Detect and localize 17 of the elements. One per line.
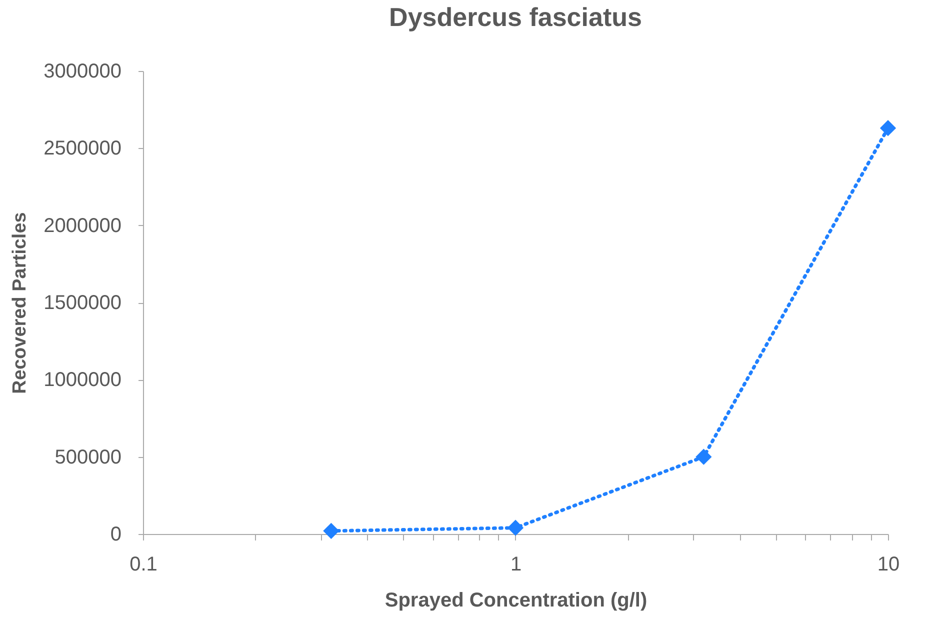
y-tick-label: 500000	[54, 446, 122, 468]
y-tick-label: 2000000	[44, 214, 122, 237]
y-tick-label: 0	[110, 524, 122, 546]
point	[507, 520, 524, 536]
x-tick-label: 0.1	[130, 554, 158, 576]
chart-title: Dysdercus fasciatus	[389, 2, 642, 32]
y-tick-label: 1500000	[44, 292, 122, 314]
point	[696, 448, 712, 465]
x-tick-label: 10	[877, 554, 900, 576]
point	[880, 120, 896, 136]
point	[323, 522, 340, 539]
y-tick-label: 3000000	[44, 60, 122, 82]
y-tick-label: 2500000	[44, 138, 122, 160]
y-axis-title: Recovered Particles	[10, 212, 31, 394]
y-tick-label: 1000000	[44, 369, 122, 392]
x-tick-label: 1	[510, 554, 522, 576]
x-axis-title: Sprayed Concentration (g/l)	[384, 590, 648, 612]
